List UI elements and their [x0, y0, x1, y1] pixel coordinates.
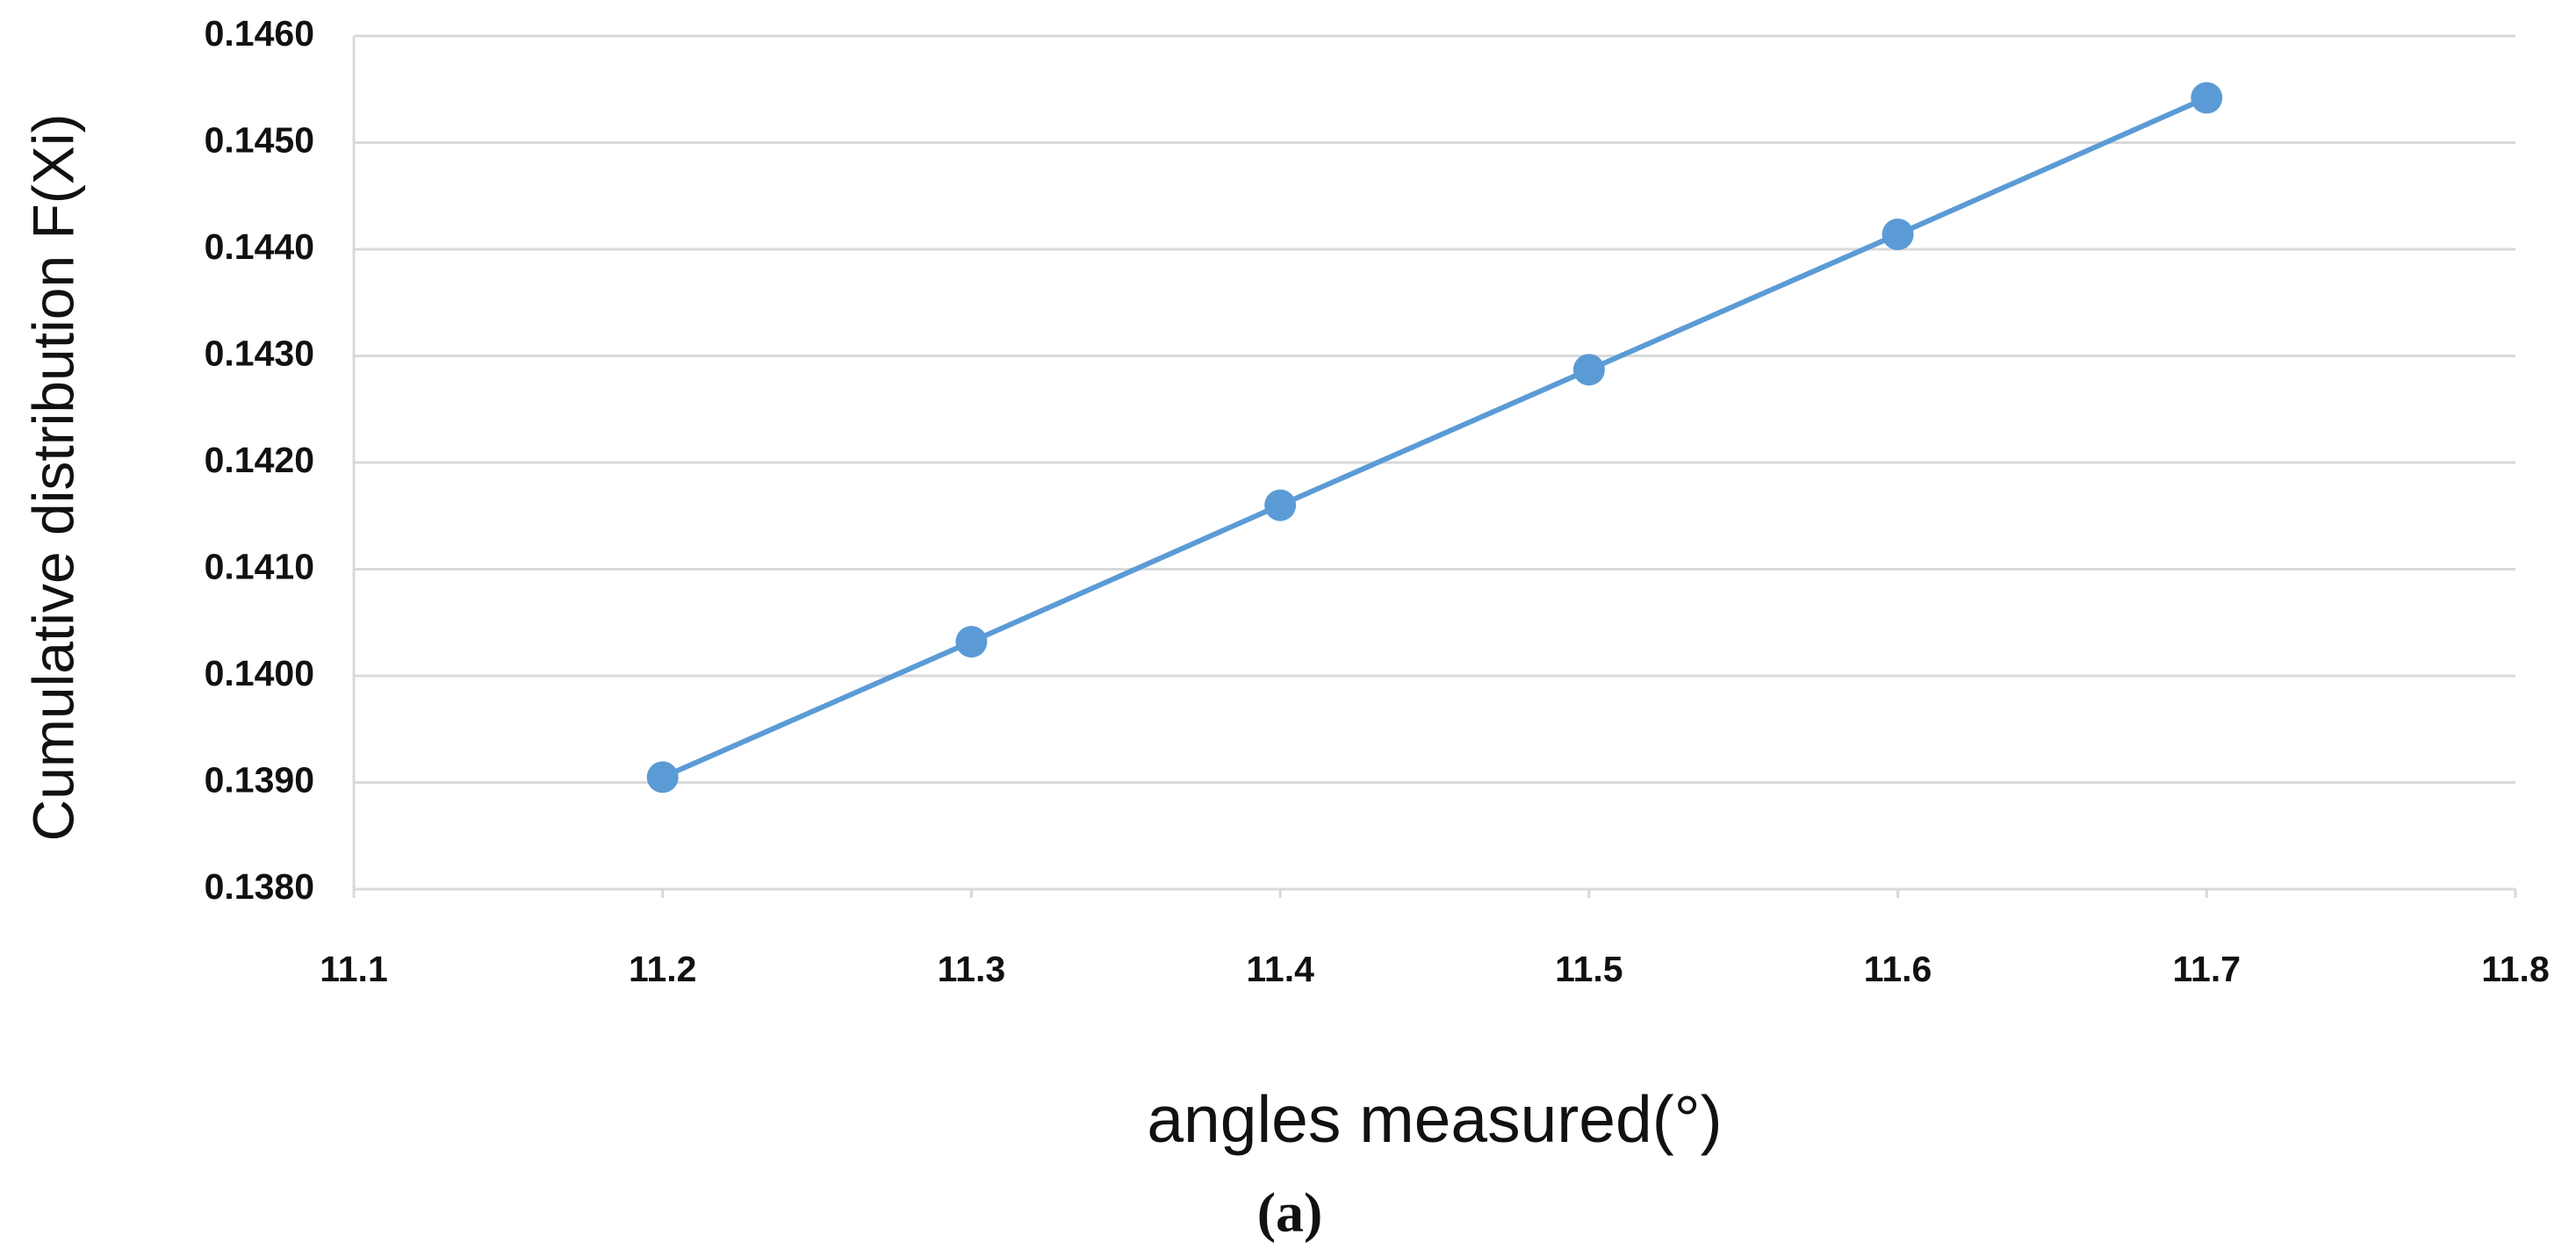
x-tick-label: 11.8	[2481, 949, 2550, 989]
y-tick-label: 0.1440	[205, 226, 314, 267]
data-point	[1264, 489, 1297, 521]
y-tick-label: 0.1380	[205, 866, 314, 907]
y-tick-label: 0.1430	[205, 333, 314, 373]
x-tick-label: 11.4	[1246, 949, 1314, 989]
x-tick-label: 11.3	[938, 949, 1006, 989]
y-tick-label: 0.1460	[205, 13, 314, 54]
y-tick-label: 0.1410	[205, 546, 314, 586]
x-tick-label: 11.5	[1555, 949, 1623, 989]
x-axis-label: angles measured(°)	[1147, 1082, 1722, 1156]
y-tick-label: 0.1390	[205, 759, 314, 800]
y-axis-label: Cumulative distribution F(Xi)	[20, 114, 85, 842]
data-point	[646, 761, 679, 793]
y-tick-label: 0.1450	[205, 119, 314, 160]
caption: (a)	[1257, 1181, 1323, 1244]
data-line	[661, 95, 2208, 780]
x-tick-label: 11.1	[320, 949, 388, 989]
x-tick-label: 11.2	[629, 949, 697, 989]
y-tick-label: 0.1420	[205, 440, 314, 480]
x-tick-label: 11.6	[1864, 949, 1932, 989]
y-tick-label: 0.1400	[205, 653, 314, 693]
data-point	[1882, 218, 1914, 250]
data-point	[955, 626, 988, 658]
data-point	[2191, 82, 2223, 114]
data-point	[1572, 354, 1605, 386]
x-tick-label: 11.7	[2173, 949, 2241, 989]
